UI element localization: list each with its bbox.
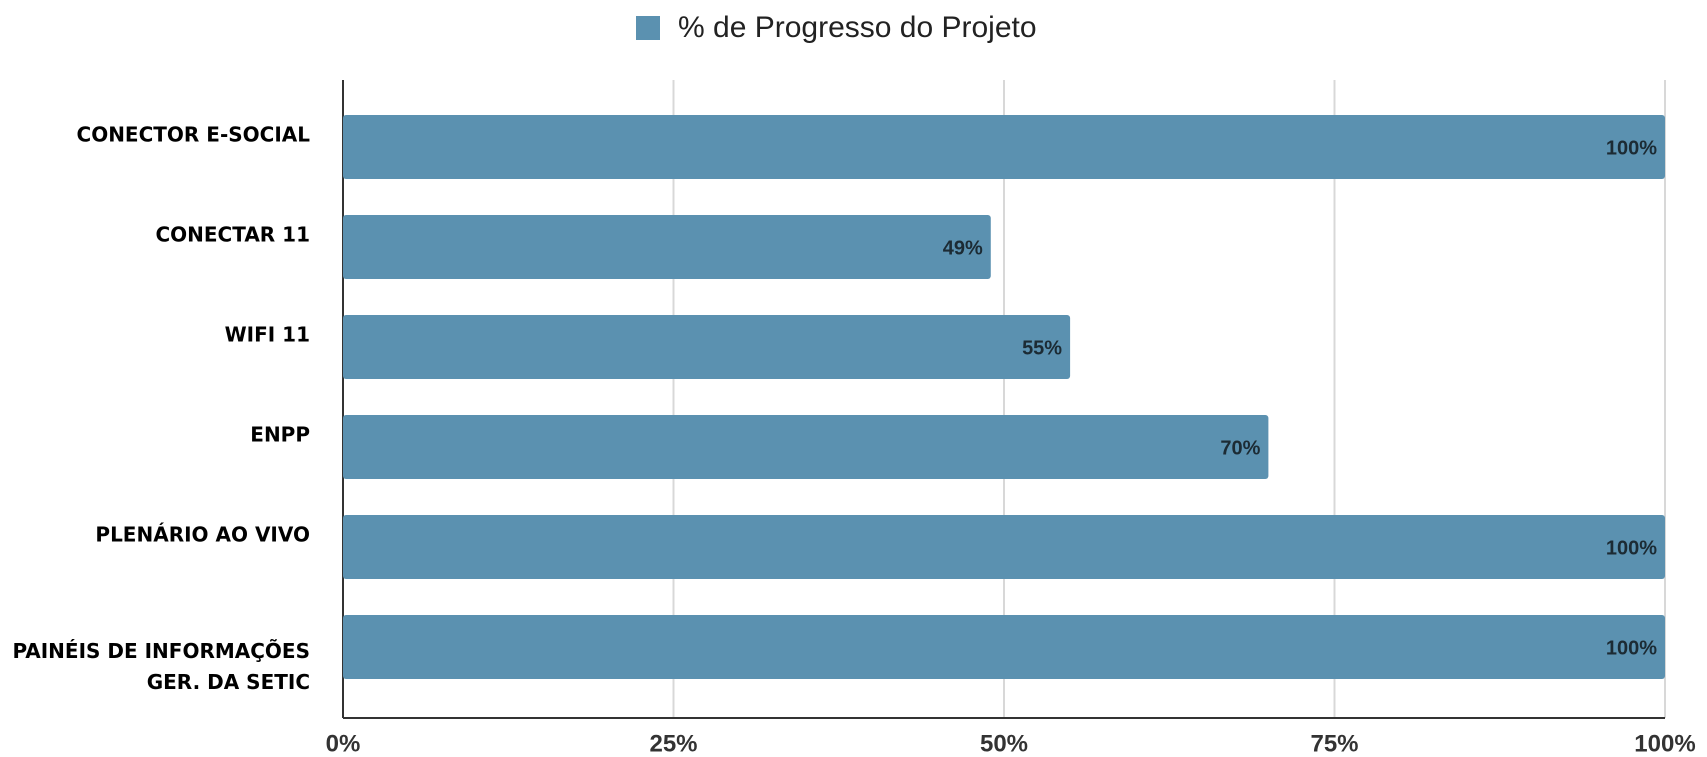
x-tick-label: 25% <box>649 730 697 757</box>
y-tick-label: CONECTAR 11 <box>155 222 310 247</box>
bar <box>343 415 1269 479</box>
y-tick-label: WIFI 11 <box>224 322 310 347</box>
bar <box>343 515 1665 579</box>
y-tick-label: CONECTOR E-SOCIAL <box>76 122 310 147</box>
x-tick-label: 100% <box>1634 730 1695 757</box>
x-tick-label: 0% <box>326 730 361 757</box>
value-label: 100% <box>1606 537 1657 559</box>
legend-swatch <box>636 16 660 40</box>
x-tick-label: 50% <box>980 730 1028 757</box>
bar <box>343 115 1665 179</box>
bar <box>343 315 1071 379</box>
y-tick-label: PAINÉIS DE INFORMAÇÕES GER. DA SETIC <box>12 639 310 694</box>
bar <box>343 615 1665 679</box>
value-label: 70% <box>1220 437 1260 459</box>
value-label: 49% <box>943 237 983 259</box>
value-label: 100% <box>1606 637 1657 659</box>
value-label: 55% <box>1022 337 1062 359</box>
y-tick-label: ENPP <box>250 422 310 447</box>
x-tick-label: 75% <box>1310 730 1358 757</box>
legend-label: % de Progresso do Projeto <box>678 11 1037 44</box>
value-label: 100% <box>1606 137 1657 159</box>
y-tick-label: PLENÁRIO AO VIVO <box>95 522 310 547</box>
bar <box>343 215 991 279</box>
